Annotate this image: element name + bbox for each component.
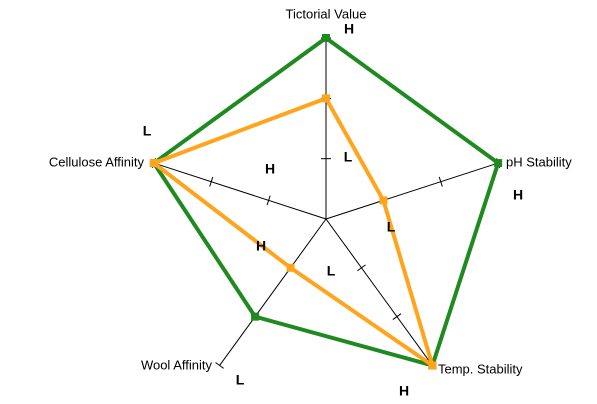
- tick-mark: [438, 176, 443, 187]
- point-marker: [286, 263, 295, 272]
- axis-label: Cellulose Affinity: [49, 154, 145, 169]
- point-marker: [322, 94, 330, 103]
- axis-label: Temp. Stability: [438, 361, 523, 376]
- series-line: [151, 35, 501, 368]
- annotation: L: [387, 219, 396, 235]
- tick-mark: [357, 264, 366, 272]
- annotation: H: [256, 238, 266, 254]
- point-marker: [322, 34, 330, 42]
- annotation: H: [265, 161, 275, 177]
- annotation: L: [143, 123, 152, 139]
- annotation: H: [344, 21, 354, 37]
- axis-end-cap: [215, 362, 224, 369]
- point-marker: [494, 159, 503, 168]
- tick-mark: [392, 313, 402, 320]
- tick-mark: [266, 195, 271, 206]
- point-marker: [428, 361, 437, 370]
- axis-line: [325, 162, 499, 220]
- axis-line: [325, 218, 433, 366]
- point-marker: [379, 196, 388, 205]
- axis-line: [219, 218, 327, 366]
- tick-mark: [209, 176, 214, 187]
- axis-line: [153, 162, 327, 220]
- annotation: H: [399, 383, 409, 399]
- point-marker: [149, 159, 158, 168]
- annotation: L: [236, 372, 245, 388]
- annotation: L: [327, 263, 336, 279]
- series-line: [149, 95, 436, 371]
- point-marker: [251, 312, 260, 321]
- annotation: H: [513, 187, 523, 203]
- axis-label: Wool Affinity: [141, 357, 213, 372]
- axis-label: Tictorial Value: [286, 6, 367, 21]
- annotation: L: [344, 149, 353, 165]
- axis-label: pH Stability: [506, 154, 572, 169]
